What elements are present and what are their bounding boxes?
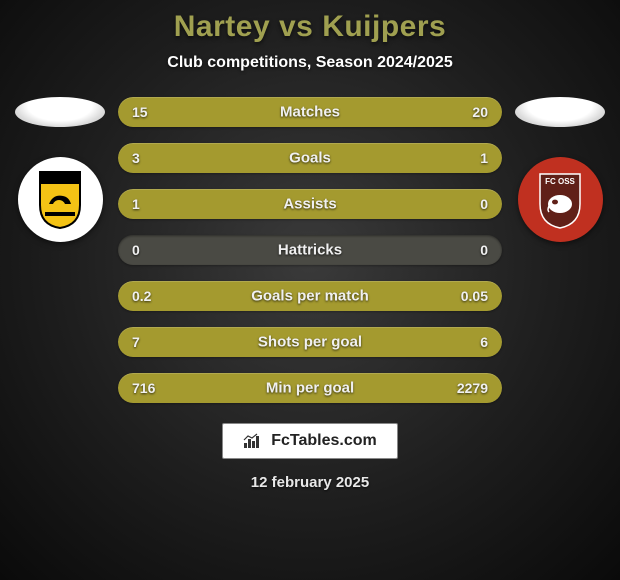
left-side (10, 97, 110, 242)
stat-label: Shots per goal (258, 334, 362, 351)
stat-value-left: 1 (132, 196, 140, 212)
stat-row: 3 1 Goals (118, 143, 502, 173)
stat-label: Hattricks (278, 242, 342, 259)
stat-value-right: 20 (472, 104, 488, 120)
stat-row: 716 2279 Min per goal (118, 373, 502, 403)
stat-value-right: 2279 (457, 380, 488, 396)
stat-label: Assists (283, 196, 336, 213)
stat-value-right: 1 (480, 150, 488, 166)
stat-row: 0 0 Hattricks (118, 235, 502, 265)
stat-value-left: 716 (132, 380, 155, 396)
stat-label: Min per goal (266, 380, 354, 397)
footer-date: 12 february 2025 (251, 474, 369, 491)
content-wrapper: Nartey vs Kuijpers Club competitions, Se… (0, 0, 620, 580)
brand-badge[interactable]: FcTables.com (222, 423, 398, 459)
stat-value-right: 0 (480, 196, 488, 212)
svg-text:FC OSS: FC OSS (545, 177, 575, 186)
stat-value-left: 0 (132, 242, 140, 258)
left-club-badge (18, 157, 103, 242)
stat-row: 0.2 0.05 Goals per match (118, 281, 502, 311)
stat-label: Goals (289, 150, 331, 167)
stat-row: 15 20 Matches (118, 97, 502, 127)
stat-row: 1 0 Assists (118, 189, 502, 219)
page-title: Nartey vs Kuijpers (174, 10, 446, 44)
stat-value-right: 0 (480, 242, 488, 258)
stat-label: Goals per match (251, 288, 369, 305)
bar-chart-icon (243, 433, 263, 449)
stat-label: Matches (280, 104, 340, 121)
right-side: FC OSS (510, 97, 610, 242)
shield-icon (35, 170, 85, 230)
shield-icon: FC OSS (535, 170, 585, 230)
stat-value-left: 7 (132, 334, 140, 350)
stat-value-right: 6 (480, 334, 488, 350)
stat-value-left: 15 (132, 104, 148, 120)
stat-value-right: 0.05 (461, 288, 488, 304)
stats-bars: 15 20 Matches 3 1 Goals 1 0 Assists 0 0 Hattricks 0.… (110, 97, 510, 403)
brand-text: FcTables.com (271, 432, 377, 450)
right-country-flag (515, 97, 605, 127)
main-row: 15 20 Matches 3 1 Goals 1 0 Assists 0 0 Hattricks 0.… (0, 97, 620, 403)
left-country-flag (15, 97, 105, 127)
right-club-badge: FC OSS (518, 157, 603, 242)
bar-fill-left (118, 143, 406, 173)
stat-row: 7 6 Shots per goal (118, 327, 502, 357)
page-subtitle: Club competitions, Season 2024/2025 (167, 54, 452, 72)
stat-value-left: 0.2 (132, 288, 151, 304)
stat-value-left: 3 (132, 150, 140, 166)
